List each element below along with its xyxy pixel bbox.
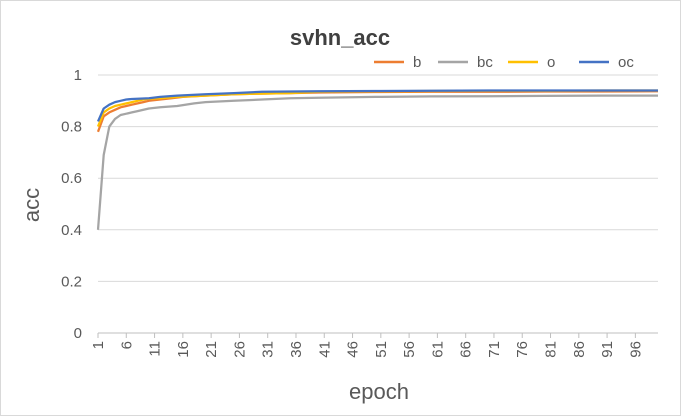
y-tick-label: 0.6	[61, 170, 82, 187]
y-tick-label: 0.8	[61, 119, 82, 136]
x-tick-label: 41	[316, 341, 333, 358]
y-axis-title: acc	[19, 188, 44, 222]
x-tick-label: 56	[401, 341, 418, 358]
legend-label-oc: oc	[618, 54, 634, 71]
legend-label-bc: bc	[477, 54, 493, 71]
series-line-bc	[96, 94, 658, 230]
series-line-oc	[96, 89, 658, 122]
x-tick-label: 16	[175, 341, 192, 358]
x-tick-label: 1	[90, 341, 107, 349]
legend: b bc o oc	[374, 54, 634, 71]
y-tick-label: 0.2	[61, 273, 82, 290]
y-tick-label: 1	[74, 67, 82, 84]
x-tick-label: 61	[429, 341, 446, 358]
legend-label-b: b	[413, 54, 421, 71]
x-tick-label: 66	[458, 341, 475, 358]
x-tick-label: 76	[514, 341, 531, 358]
gridlines	[98, 74, 658, 334]
x-tick-label: 6	[118, 341, 135, 349]
x-tick-label: 71	[486, 341, 503, 358]
chart-title: svhn_acc	[290, 25, 390, 50]
x-tick-label: 11	[147, 341, 164, 357]
y-axis-ticks: 0 0.2 0.4 0.6 0.8 1	[61, 67, 82, 342]
series-lines	[96, 89, 659, 230]
x-tick-label: 31	[260, 341, 277, 358]
x-tick-label: 81	[543, 341, 560, 358]
x-tick-label: 86	[571, 341, 588, 358]
y-tick-label: 0.4	[61, 222, 82, 239]
x-tick-label: 21	[203, 341, 220, 358]
x-tick-label: 46	[345, 341, 362, 358]
x-tick-label: 26	[231, 341, 248, 358]
x-axis-title: epoch	[349, 379, 409, 404]
legend-label-o: o	[547, 54, 555, 71]
x-tick-label: 36	[288, 341, 305, 358]
x-tick-label: 91	[599, 341, 616, 358]
x-axis-ticks: 1 6 11 16 21 26 31 36 41 46 51 56 61 66 71 76 81 86 91 96	[90, 333, 644, 358]
x-tick-label: 51	[373, 341, 390, 358]
y-tick-label: 0	[74, 325, 82, 342]
x-tick-label: 96	[627, 341, 644, 358]
